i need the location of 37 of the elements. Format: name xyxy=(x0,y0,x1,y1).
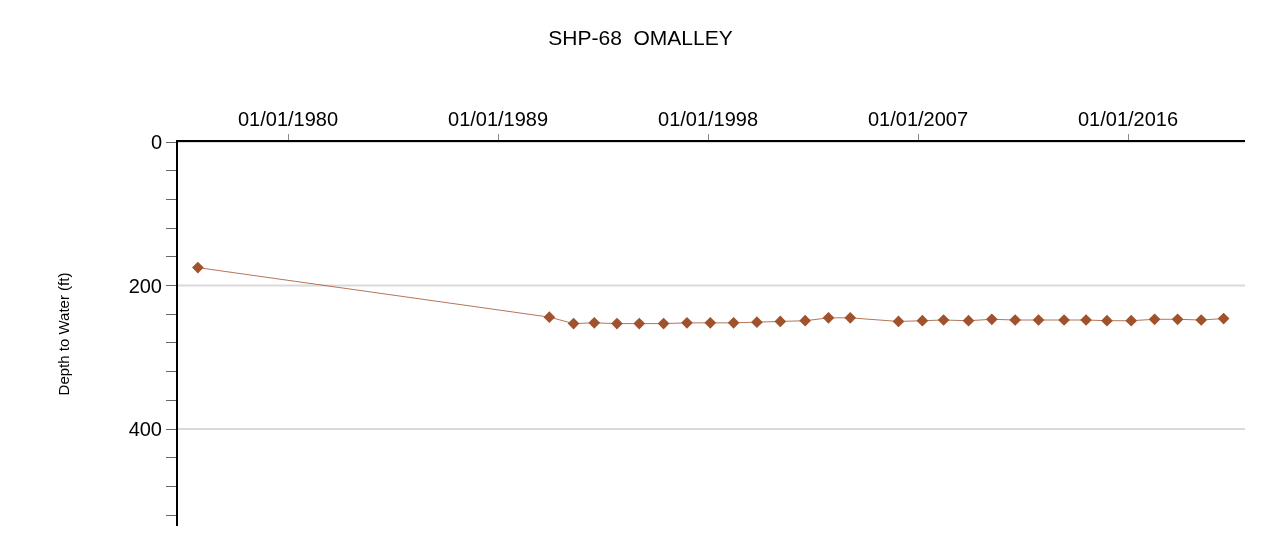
x-tick-label: 01/01/2016 xyxy=(1077,108,1179,130)
point xyxy=(799,314,811,327)
x-tick-label: 01/01/1980 xyxy=(237,108,339,130)
y-tick-label: 200 xyxy=(128,274,162,297)
point xyxy=(751,316,763,329)
point xyxy=(588,317,601,329)
point xyxy=(657,317,670,330)
point xyxy=(567,317,580,330)
point xyxy=(704,317,717,329)
x-tick-label: 01/01/1989 xyxy=(448,108,549,130)
point xyxy=(774,315,787,328)
point xyxy=(1171,313,1184,326)
point xyxy=(962,314,975,327)
point xyxy=(1148,313,1161,326)
point xyxy=(844,312,857,324)
point xyxy=(633,317,646,330)
point xyxy=(937,314,950,326)
point xyxy=(611,317,623,330)
point xyxy=(543,311,556,323)
point xyxy=(822,312,835,324)
x-tick-label: 01/01/2007 xyxy=(867,108,969,130)
y-tick-label: 0 xyxy=(150,131,162,153)
y-tick-label: 400 xyxy=(128,418,162,441)
y-axis-title: Depth to Water (ft) xyxy=(55,272,73,396)
point xyxy=(1195,314,1208,326)
point xyxy=(985,313,998,326)
x-tick-label: 01/01/1998 xyxy=(658,108,759,130)
point xyxy=(727,317,740,329)
point xyxy=(1217,312,1230,325)
chart-title: SHP-68 OMALLEY xyxy=(548,26,733,50)
point xyxy=(1032,314,1045,326)
point xyxy=(1101,314,1113,327)
point xyxy=(192,261,204,274)
point xyxy=(681,317,693,329)
point xyxy=(1125,314,1138,327)
point xyxy=(916,314,929,327)
point xyxy=(892,315,905,328)
